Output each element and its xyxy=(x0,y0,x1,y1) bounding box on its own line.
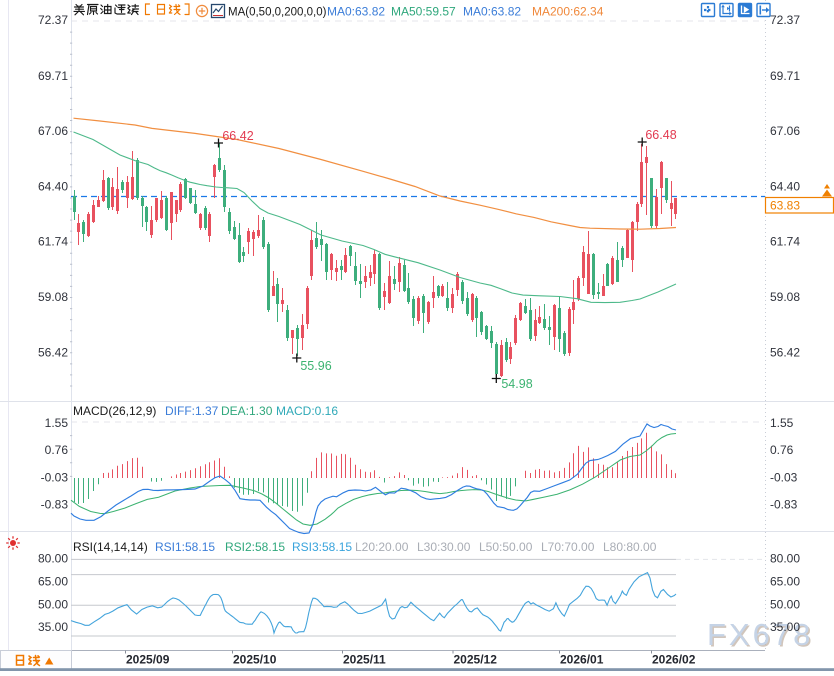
svg-text:DEA:1.30: DEA:1.30 xyxy=(221,404,273,418)
svg-text:59.08: 59.08 xyxy=(38,290,68,304)
svg-text:0.76: 0.76 xyxy=(770,443,794,457)
svg-text:50.00: 50.00 xyxy=(770,598,800,612)
svg-text:RSI2:58.15: RSI2:58.15 xyxy=(225,540,285,554)
svg-text:64.40: 64.40 xyxy=(38,180,68,194)
svg-text:FX678: FX678 xyxy=(709,619,815,654)
svg-text:2025/09: 2025/09 xyxy=(126,653,170,667)
svg-text:67.06: 67.06 xyxy=(38,124,68,138)
svg-text:69.71: 69.71 xyxy=(38,69,68,83)
svg-text:L30:30.00: L30:30.00 xyxy=(417,540,471,554)
svg-text:-0.03: -0.03 xyxy=(41,470,69,484)
svg-text:69.71: 69.71 xyxy=(770,69,800,83)
svg-text:MA0:63.82: MA0:63.82 xyxy=(463,5,521,19)
svg-text:RSI1:58.15: RSI1:58.15 xyxy=(155,540,215,554)
svg-text:RSI(14,14,14): RSI(14,14,14) xyxy=(73,540,148,554)
svg-text:FX678: FX678 xyxy=(707,617,813,652)
svg-text:DIFF:1.37: DIFF:1.37 xyxy=(165,404,219,418)
svg-text:L20:20.00: L20:20.00 xyxy=(355,540,409,554)
svg-text:65.00: 65.00 xyxy=(38,574,68,588)
svg-text:72.37: 72.37 xyxy=(38,13,68,27)
svg-text:L70:70.00: L70:70.00 xyxy=(541,540,595,554)
svg-text:L80:80.00: L80:80.00 xyxy=(603,540,657,554)
svg-text:-0.83: -0.83 xyxy=(770,498,798,512)
svg-text:50.00: 50.00 xyxy=(38,598,68,612)
svg-text:2025/11: 2025/11 xyxy=(343,653,386,667)
svg-text:MACD:0.16: MACD:0.16 xyxy=(276,404,338,418)
svg-text:80.00: 80.00 xyxy=(38,551,68,565)
svg-text:54.98: 54.98 xyxy=(501,377,532,391)
svg-text:35.00: 35.00 xyxy=(770,620,800,634)
svg-text:-0.03: -0.03 xyxy=(770,470,798,484)
svg-text:59.08: 59.08 xyxy=(770,290,800,304)
svg-text:65.00: 65.00 xyxy=(770,574,800,588)
svg-text:L50:50.00: L50:50.00 xyxy=(479,540,533,554)
svg-text:1.55: 1.55 xyxy=(770,416,794,430)
svg-text:RSI3:58.15: RSI3:58.15 xyxy=(292,540,352,554)
svg-text:MA200:62.34: MA200:62.34 xyxy=(532,5,604,19)
svg-text:56.42: 56.42 xyxy=(770,345,800,359)
svg-text:2025/12: 2025/12 xyxy=(454,653,498,667)
svg-text:35.00: 35.00 xyxy=(38,620,68,634)
svg-text:61.74: 61.74 xyxy=(38,235,68,249)
svg-text:67.06: 67.06 xyxy=(770,124,800,138)
svg-text:-0.83: -0.83 xyxy=(41,498,69,512)
svg-text:1.55: 1.55 xyxy=(45,416,69,430)
svg-text:66.48: 66.48 xyxy=(645,128,676,142)
svg-text:MACD(26,12,9): MACD(26,12,9) xyxy=(73,404,156,418)
svg-text:2026/02: 2026/02 xyxy=(652,653,696,667)
svg-text:MA(0,50,0,200,0,0): MA(0,50,0,200,0,0) xyxy=(228,7,327,19)
svg-text:55.96: 55.96 xyxy=(300,359,331,373)
svg-text:64.40: 64.40 xyxy=(770,180,800,194)
svg-text:2025/10: 2025/10 xyxy=(233,653,277,667)
svg-text:63.83: 63.83 xyxy=(770,199,800,213)
svg-text:2026/01: 2026/01 xyxy=(560,653,604,667)
svg-text:66.42: 66.42 xyxy=(222,129,253,143)
svg-text:72.37: 72.37 xyxy=(770,13,800,27)
svg-text:MA50:59.57: MA50:59.57 xyxy=(391,5,456,19)
svg-text:61.74: 61.74 xyxy=(770,235,800,249)
svg-text:MA0:63.82: MA0:63.82 xyxy=(327,5,385,19)
svg-text:80.00: 80.00 xyxy=(770,551,800,565)
svg-text:56.42: 56.42 xyxy=(38,345,68,359)
svg-text:0.76: 0.76 xyxy=(45,443,69,457)
